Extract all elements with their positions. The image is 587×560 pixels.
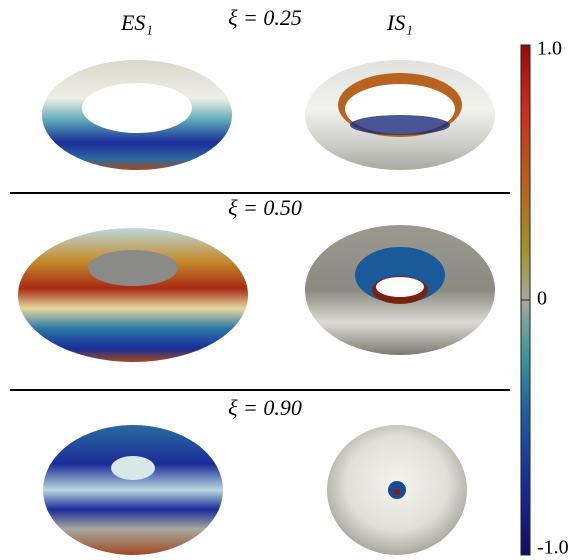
- xi-label: ξ = 0.90: [228, 395, 302, 420]
- colorbar-tick-label: -1.0: [537, 537, 569, 559]
- torus: [305, 60, 495, 170]
- torus: [18, 228, 248, 362]
- torus: [42, 60, 232, 170]
- left-label: ES₁: [120, 10, 153, 35]
- right-label: IS₁: [386, 10, 413, 35]
- torus: [327, 425, 467, 555]
- colorbar-tick-label: 0: [537, 288, 547, 310]
- colorbar-tick-label: 1.0: [537, 38, 562, 60]
- xi-label: ξ = 0.50: [228, 195, 302, 220]
- figure: ES₁ IS₁ ξ = 0.25 ξ = 0.50 ξ = 0.90 1.0 0 -…: [0, 0, 587, 560]
- torus: [305, 225, 495, 355]
- torus: [43, 425, 223, 555]
- xi-label: ξ = 0.25: [228, 5, 302, 30]
